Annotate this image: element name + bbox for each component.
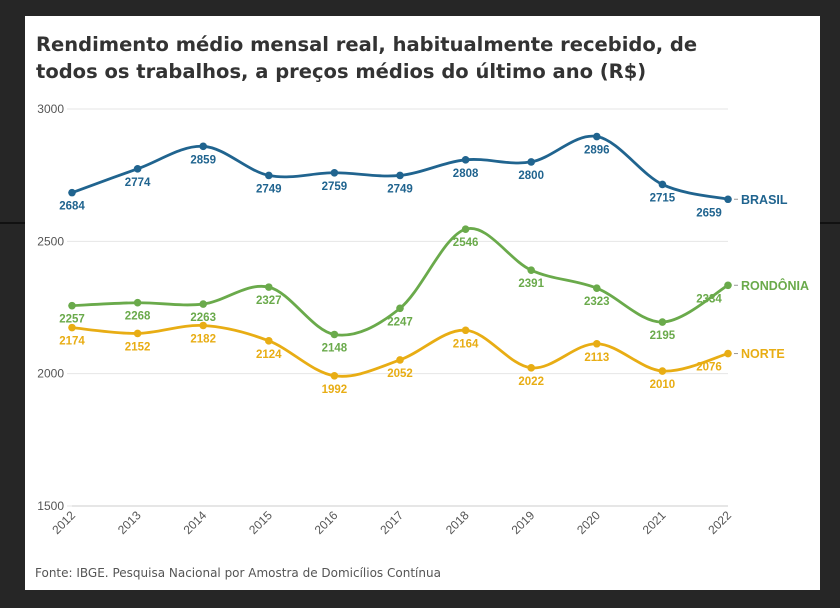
series-end-label: BRASIL	[741, 193, 788, 207]
data-point	[527, 364, 535, 372]
x-tick-label: 2018	[443, 508, 472, 537]
data-point	[265, 337, 273, 345]
data-point	[724, 195, 732, 204]
x-tick-label: 2021	[640, 508, 669, 537]
data-point	[527, 158, 535, 166]
data-label: 2152	[125, 341, 151, 353]
data-point	[133, 298, 142, 307]
data-label: 2113	[584, 352, 609, 364]
data-label: 2268	[125, 311, 151, 323]
data-label: 2164	[453, 338, 479, 350]
x-tick-label: 2013	[115, 508, 144, 537]
y-tick-label: 2000	[37, 367, 64, 381]
data-label: 2052	[387, 368, 413, 380]
y-tick-label: 1500	[37, 499, 64, 513]
chart-title: Rendimento médio mensal real, habitualme…	[36, 33, 698, 83]
data-label: 2247	[387, 316, 413, 328]
data-point	[658, 180, 667, 189]
data-label: 2148	[322, 342, 348, 354]
data-point	[265, 171, 273, 180]
data-point	[724, 349, 732, 358]
chart-source: Fonte: IBGE. Pesquisa Nacional por Amost…	[35, 566, 441, 580]
x-tick-label: 2019	[509, 508, 538, 537]
data-point	[68, 323, 76, 332]
data-point	[593, 339, 601, 348]
x-tick-label: 2017	[377, 508, 406, 537]
data-point	[396, 171, 404, 180]
data-point	[330, 330, 339, 339]
data-label: 2800	[518, 170, 544, 182]
data-label: 2327	[256, 295, 282, 307]
data-label: 2749	[387, 183, 413, 195]
data-point	[593, 284, 601, 292]
data-point	[396, 356, 404, 364]
data-label: 2174	[59, 336, 85, 348]
data-label: 2076	[696, 362, 722, 374]
chart-card: Rendimento médio mensal real, habitualme…	[25, 16, 820, 590]
data-label: 2010	[650, 379, 676, 391]
data-point	[724, 281, 732, 290]
data-label: 2334	[696, 293, 722, 305]
data-label: 2263	[190, 312, 216, 324]
data-label: 2195	[650, 330, 676, 342]
x-tick-label: 2016	[312, 508, 341, 537]
data-point	[593, 132, 601, 141]
data-label: 2659	[696, 207, 722, 219]
data-label: 2759	[322, 181, 348, 193]
data-label: 2022	[518, 376, 544, 388]
data-label: 2391	[518, 278, 544, 290]
data-point	[527, 266, 535, 274]
data-label: 2684	[59, 201, 85, 213]
y-tick-label: 2500	[37, 234, 64, 248]
data-label: 2546	[453, 237, 479, 249]
data-label: 2808	[453, 168, 479, 180]
data-point	[68, 188, 76, 197]
data-point	[199, 300, 207, 308]
data-label: 2749	[256, 183, 282, 195]
data-point	[133, 329, 142, 338]
series-end-label: RONDÔNIA	[741, 278, 809, 293]
data-point	[330, 371, 339, 380]
data-point	[658, 367, 667, 375]
data-label: 2859	[190, 154, 216, 166]
data-point	[68, 301, 76, 310]
x-tick-label: 2020	[574, 508, 603, 537]
x-tick-label: 2014	[181, 508, 210, 537]
data-point	[396, 304, 404, 313]
series-end-label: NORTE	[741, 347, 785, 361]
data-point	[658, 318, 667, 326]
data-point	[265, 283, 273, 291]
data-point	[461, 326, 470, 335]
y-tick-label: 3000	[37, 102, 64, 116]
data-label: 2124	[256, 349, 282, 361]
data-label: 2257	[59, 314, 85, 326]
data-point	[199, 142, 207, 151]
data-label: 2323	[584, 296, 610, 308]
data-label: 2715	[650, 192, 676, 204]
data-point	[461, 225, 470, 233]
data-label: 1992	[322, 384, 348, 396]
data-label: 2182	[190, 333, 216, 345]
data-point	[330, 168, 339, 177]
data-point	[199, 321, 207, 330]
data-point	[461, 156, 470, 164]
x-tick-label: 2022	[705, 508, 734, 537]
data-label: 2896	[584, 145, 610, 157]
data-point	[133, 165, 142, 173]
x-tick-label: 2015	[246, 508, 275, 537]
data-label: 2774	[125, 177, 151, 189]
